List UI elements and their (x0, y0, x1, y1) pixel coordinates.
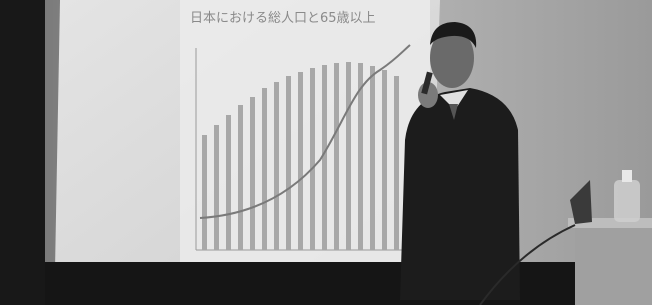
page: {"scene": {"slide_title": "日本における総人口と65歳… (0, 0, 652, 305)
bottle-cap (622, 170, 632, 182)
photo: 日本における総人口と65歳以上 (0, 0, 652, 305)
podium (575, 225, 652, 305)
water-bottle (614, 180, 640, 222)
left-wall (0, 0, 45, 305)
stage (0, 262, 652, 305)
slide-title: 日本における総人口と65歳以上 (190, 11, 376, 26)
